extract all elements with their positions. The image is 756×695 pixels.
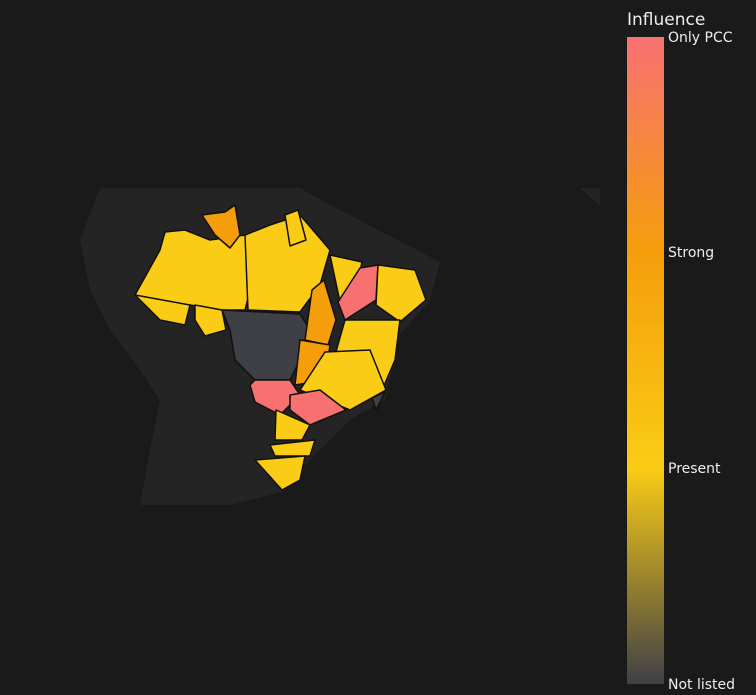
region xyxy=(254,455,306,491)
region xyxy=(201,204,241,249)
region xyxy=(274,409,311,441)
colorbar-label: Present xyxy=(668,461,721,477)
region xyxy=(304,279,337,346)
region xyxy=(269,439,316,457)
region xyxy=(284,209,307,247)
colorbar-label: Strong xyxy=(668,245,714,261)
region xyxy=(375,264,427,323)
colorbar xyxy=(627,37,664,684)
legend-title: Influence xyxy=(627,10,705,30)
region xyxy=(337,264,379,321)
region xyxy=(244,214,331,313)
colorbar-label: Only PCC xyxy=(668,30,733,46)
map xyxy=(80,188,600,505)
region xyxy=(371,391,386,411)
colorbar-label: Not listed xyxy=(668,677,735,693)
region xyxy=(289,389,347,426)
continent xyxy=(580,188,600,205)
region xyxy=(134,294,191,326)
region xyxy=(194,304,227,337)
